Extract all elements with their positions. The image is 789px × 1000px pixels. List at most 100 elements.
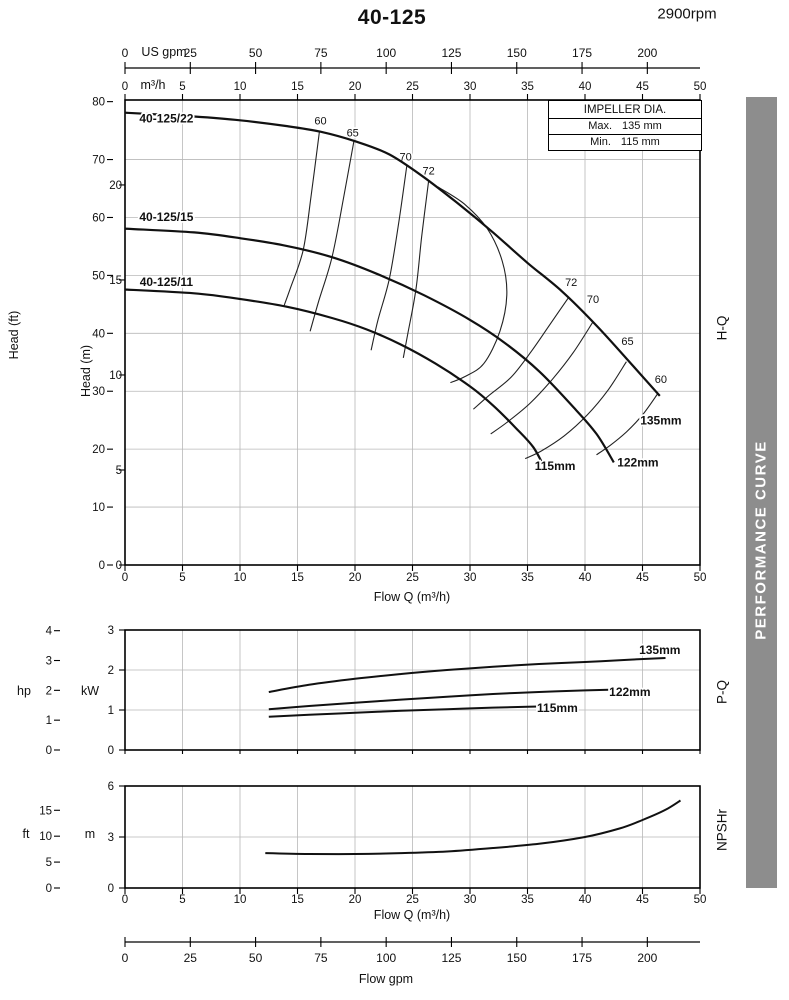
npshr-x-tick-label: 10 — [234, 894, 247, 906]
hq-x-tick-label: 40 — [579, 572, 592, 584]
curve-name-label: 40-125/15 — [139, 210, 193, 224]
hq-m3h-tick-label: 40 — [579, 81, 592, 93]
gpm-top-tick-label: 125 — [441, 46, 461, 60]
impeller-min-label: Min. — [590, 136, 611, 148]
impeller-min-row: Min. 115 mm — [549, 135, 701, 150]
head-ft-tick-label: 40 — [92, 328, 105, 340]
hp-tick-label: 2 — [46, 685, 52, 697]
gpm-top-tick-label: 0 — [122, 46, 129, 60]
impeller-size-label: 115mm — [537, 701, 578, 715]
npshr-ft-tick-label: 0 — [46, 883, 52, 895]
hq-m3h-tick-label: 15 — [291, 81, 304, 93]
hq-m3h-tick-label: 30 — [464, 81, 477, 93]
npshr-m-tick-label: 0 — [108, 883, 114, 895]
hq-m3h-tick-label: 25 — [406, 81, 419, 93]
section-label-pq: P-Q — [714, 679, 730, 705]
gpm-top-tick-label: 75 — [314, 46, 328, 60]
performance-curve-banner-text: PERFORMANCE CURVE — [752, 440, 770, 640]
impeller-max-label: Max. — [588, 120, 613, 132]
us-gpm-unit-label: US gpm — [141, 45, 187, 59]
gpm-top-tick-label: 200 — [637, 46, 657, 60]
hq-flow-axis-title: Flow Q (m³/h) — [373, 590, 451, 604]
gpm-bottom-tick-label: 25 — [184, 951, 198, 965]
impeller-min-value: 115 mm — [620, 136, 660, 148]
npshr-x-tick-label: 0 — [122, 894, 128, 906]
efficiency-line-65-7 — [524, 361, 627, 460]
hp-tick-label: 4 — [46, 626, 53, 638]
impeller-dia-title: IMPELLER DIA. — [549, 101, 701, 119]
head-m-tick-label: 20 — [109, 180, 122, 192]
hq-curve-135mm — [124, 111, 661, 397]
npshr-m-tick-label: 3 — [108, 832, 114, 844]
efficiency-label-70: 70 — [587, 294, 599, 306]
npshr-x-tick-label: 20 — [349, 894, 362, 906]
hq-x-tick-label: 20 — [349, 572, 362, 584]
gpm-bottom-tick-label: 200 — [637, 951, 657, 965]
head-ft-tick-label: 10 — [92, 502, 105, 514]
gpm-top-tick-label: 150 — [507, 46, 527, 60]
head-ft-tick-label: 80 — [92, 97, 105, 109]
npshr-curve — [265, 799, 682, 856]
hq-curve-122mm — [124, 227, 615, 463]
hq-x-tick-label: 10 — [234, 572, 247, 584]
kw-tick-label: 1 — [108, 705, 114, 717]
npshr-x-tick-label: 15 — [291, 894, 304, 906]
npshr-x-tick-label: 40 — [579, 894, 592, 906]
gpm-top-tick-label: 175 — [572, 46, 592, 60]
head-ft-tick-label: 30 — [92, 386, 105, 398]
head-ft-tick-label: 60 — [92, 212, 105, 224]
impeller-size-label: 115mm — [535, 459, 576, 473]
efficiency-label-72: 72 — [422, 166, 434, 178]
page-title: 40-125 — [357, 6, 427, 29]
efficiency-line-island-4 — [437, 186, 508, 384]
hq-x-tick-label: 15 — [291, 572, 304, 584]
axis-ticks — [54, 62, 701, 947]
hq-x-tick-label: 25 — [406, 572, 419, 584]
pq-curve-135mm — [268, 657, 666, 693]
section-label-npshr: NPSHr — [714, 808, 730, 852]
pq-curve-115mm — [268, 705, 545, 718]
hp-tick-label: 0 — [46, 745, 52, 757]
efficiency-line-65-1 — [309, 141, 355, 332]
curve-name-label: 40-125/22 — [139, 111, 193, 125]
gpm-bottom-tick-label: 75 — [314, 951, 328, 965]
npshr-x-tick-label: 35 — [521, 894, 534, 906]
head-m-tick-label: 5 — [116, 465, 122, 477]
npshr-ft-tick-label: 15 — [39, 805, 52, 817]
hq-x-tick-label: 30 — [464, 572, 477, 584]
gpm-bottom-tick-label: 100 — [376, 951, 396, 965]
gpm-top-tick-label: 50 — [249, 46, 263, 60]
npshr-plot-border — [124, 785, 701, 889]
head-ft-axis-title: Head (ft) — [7, 310, 21, 360]
npshr-flow-axis-title: Flow Q (m³/h) — [373, 908, 451, 922]
npshr-x-tick-label: 45 — [636, 894, 649, 906]
efficiency-label-60: 60 — [655, 374, 667, 386]
efficiency-line-70-2 — [370, 165, 408, 351]
hq-m3h-tick-label: 20 — [349, 81, 362, 93]
flow-gpm-axis-title: Flow gpm — [358, 972, 414, 986]
gpm-top-tick-label: 100 — [376, 46, 396, 60]
npshr-ft-tick-label: 10 — [39, 831, 52, 843]
hq-x-tick-label: 50 — [694, 572, 707, 584]
kw-tick-label: 2 — [108, 665, 114, 677]
curve-name-label: 40-125/11 — [140, 275, 194, 289]
head-ft-tick-label: 50 — [92, 270, 105, 282]
hq-m3h-tick-label: 5 — [179, 81, 185, 93]
hp-tick-label: 1 — [46, 715, 52, 727]
efficiency-label-72: 72 — [565, 277, 577, 289]
hq-efficiency-lines — [283, 131, 658, 460]
hq-m3h-tick-label: 45 — [636, 81, 649, 93]
gpm-top-tick-label: 25 — [184, 46, 198, 60]
hq-x-tick-label: 35 — [521, 572, 534, 584]
pump-speed-label: 2900rpm — [657, 5, 717, 23]
hq-x-tick-label: 5 — [179, 572, 185, 584]
hq-x-tick-label: 0 — [122, 572, 128, 584]
head-m-tick-label: 0 — [116, 560, 122, 572]
impeller-dia-box: IMPELLER DIA. Max. 135 mm Min. 115 mm — [548, 100, 702, 151]
head-ft-tick-label: 0 — [99, 560, 105, 572]
head-ft-tick-label: 70 — [92, 155, 105, 167]
head-m-axis-title: Head (m) — [79, 344, 93, 398]
gpm-bottom-tick-label: 125 — [441, 951, 461, 965]
